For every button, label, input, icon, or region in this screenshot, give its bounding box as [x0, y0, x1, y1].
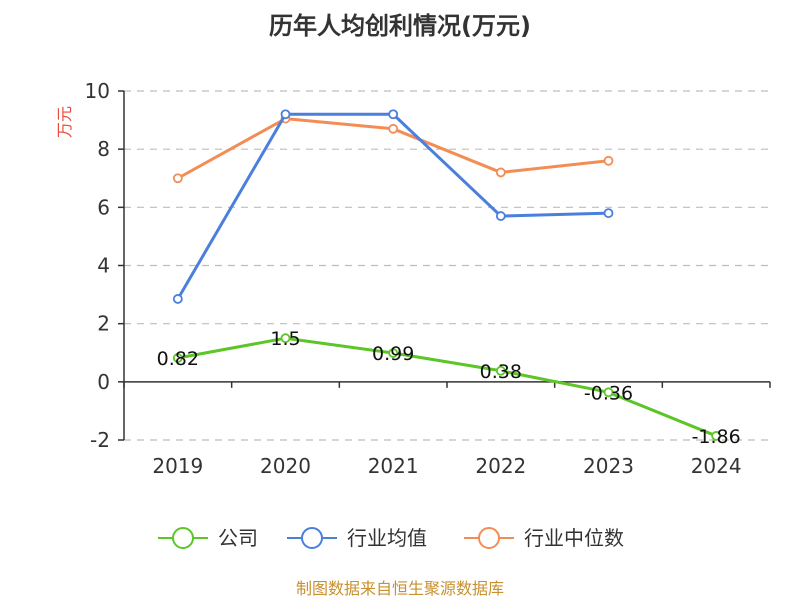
y-tick-label: 8	[97, 137, 110, 161]
data-point[interactable]	[388, 348, 399, 358]
y-axis-unit-label: 万元	[55, 106, 74, 138]
data-label: 0.82	[157, 348, 199, 370]
legend-marker	[301, 527, 323, 549]
y-tick-label: 0	[97, 370, 110, 394]
axes: -2 0 2 4 6 8 10 2019 2020 2021 2022 2023 2024	[85, 79, 771, 478]
data-point[interactable]	[603, 208, 614, 219]
data-point[interactable]	[711, 431, 722, 441]
data-label: 0.38	[480, 361, 522, 383]
y-tick-label: 4	[97, 254, 110, 278]
data-point[interactable]	[388, 123, 399, 134]
source-note: 制图数据来自恒生聚源数据库	[296, 579, 504, 598]
series-line	[177, 336, 717, 438]
chart-title: 历年人均创利情况(万元)	[269, 12, 531, 40]
x-tick-label: 2021	[368, 454, 419, 478]
series-layer	[172, 109, 722, 441]
x-tick-label: 2024	[691, 454, 742, 478]
data-label: 1.5	[270, 328, 300, 350]
x-tick-label: 2023	[583, 454, 634, 478]
data-point[interactable]	[388, 109, 399, 120]
x-tick-label: 2019	[152, 454, 203, 478]
legend-marker	[478, 527, 500, 549]
data-point[interactable]	[495, 211, 506, 221]
data-label: -0.36	[584, 382, 633, 404]
legend-item-label[interactable]: 行业均值	[347, 526, 427, 550]
data-point[interactable]	[172, 173, 183, 184]
data-point[interactable]	[280, 333, 291, 344]
data-point[interactable]	[495, 365, 506, 376]
x-tick-label: 2022	[475, 454, 526, 478]
legend-marker	[172, 527, 194, 549]
data-point[interactable]	[603, 155, 614, 166]
y-tick-label: 6	[97, 195, 110, 219]
data-label: 0.99	[372, 343, 414, 365]
data-point[interactable]	[172, 353, 183, 363]
y-tick-label: 10	[85, 79, 110, 103]
data-label: -1.86	[692, 426, 741, 448]
y-tick-label: -2	[90, 428, 110, 452]
data-point[interactable]	[495, 167, 506, 178]
data-labels: 0.82 1.5 0.99 0.38 -0.36 -1.86	[157, 328, 741, 448]
data-point[interactable]	[172, 294, 183, 304]
x-tick-label: 2020	[260, 454, 311, 478]
legend[interactable]: 公司 行业均值 行业中位数	[158, 526, 624, 550]
data-point[interactable]	[280, 109, 291, 120]
data-point[interactable]	[603, 387, 614, 398]
y-tick-label: 2	[97, 312, 110, 336]
legend-item-label[interactable]: 公司	[218, 526, 258, 550]
legend-item-label[interactable]: 行业中位数	[524, 526, 624, 550]
